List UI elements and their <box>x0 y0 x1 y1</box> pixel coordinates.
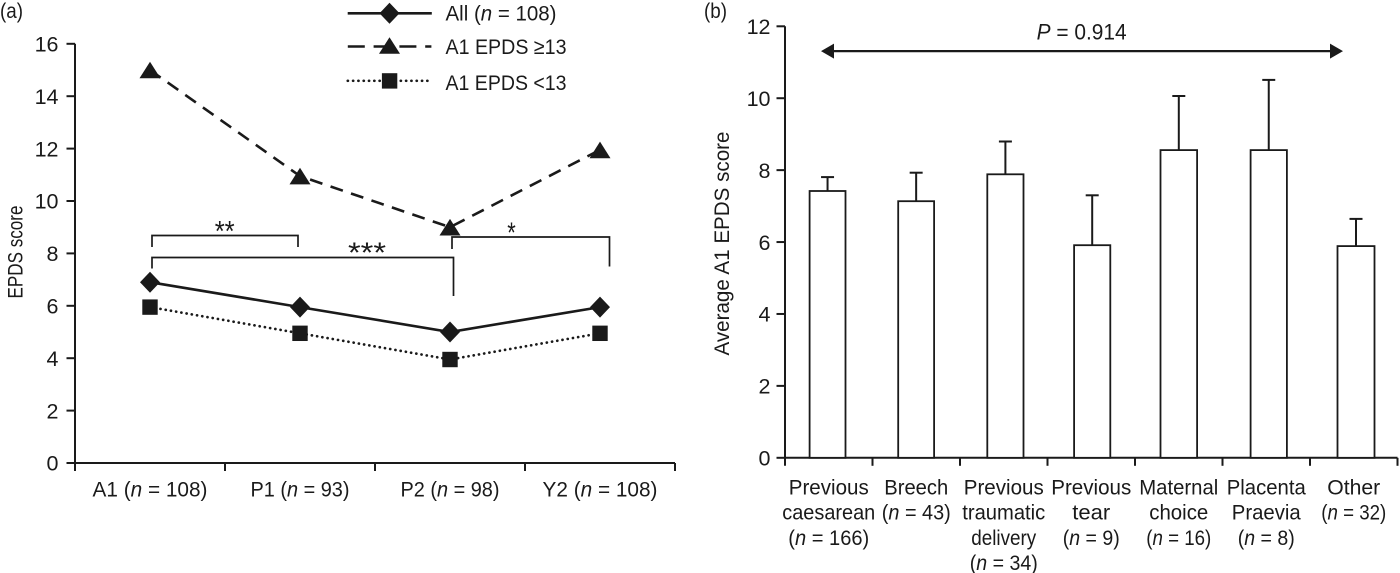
svg-text:All (n = 108): All (n = 108) <box>446 2 557 26</box>
svg-text:*: * <box>507 217 516 249</box>
svg-text:A1 (n = 108): A1 (n = 108) <box>93 477 208 501</box>
svg-text:16: 16 <box>35 33 59 57</box>
svg-text:caesarean: caesarean <box>782 501 875 525</box>
svg-text:Average A1 EPDS score: Average A1 EPDS score <box>710 132 734 356</box>
svg-text:delivery: delivery <box>971 526 1036 550</box>
svg-text:(a): (a) <box>0 0 23 23</box>
svg-text:4: 4 <box>759 303 771 327</box>
svg-text:10: 10 <box>747 87 771 111</box>
svg-text:0: 0 <box>47 452 59 476</box>
svg-text:(n = 9): (n = 9) <box>1063 526 1120 550</box>
svg-text:8: 8 <box>47 242 59 266</box>
svg-text:Previous: Previous <box>1051 476 1131 500</box>
svg-text:8: 8 <box>759 159 771 183</box>
svg-text:(n = 32): (n = 32) <box>1321 501 1386 525</box>
svg-text:Previous: Previous <box>964 476 1044 500</box>
svg-text:2: 2 <box>759 375 771 399</box>
svg-text:Previous: Previous <box>789 476 869 500</box>
svg-text:P1 (n = 93): P1 (n = 93) <box>251 477 350 501</box>
svg-text:Praevia: Praevia <box>1232 501 1301 525</box>
svg-text:tear: tear <box>1072 501 1110 525</box>
svg-text:4: 4 <box>47 347 59 371</box>
svg-text:traumatic: traumatic <box>962 501 1045 525</box>
svg-text:P2 (n = 98): P2 (n = 98) <box>401 477 500 501</box>
svg-text:14: 14 <box>35 85 59 109</box>
svg-text:Placenta: Placenta <box>1227 476 1306 500</box>
svg-text:(n = 16): (n = 16) <box>1146 526 1211 550</box>
svg-text:A1 EPDS ≥13: A1 EPDS ≥13 <box>446 35 567 59</box>
svg-text:Y2 (n = 108): Y2 (n = 108) <box>543 477 658 501</box>
svg-text:(n = 34): (n = 34) <box>970 551 1038 573</box>
svg-text:(n = 8): (n = 8) <box>1238 526 1295 550</box>
svg-text:(n = 43): (n = 43) <box>882 501 951 525</box>
svg-text:2: 2 <box>47 399 59 423</box>
svg-text:12: 12 <box>35 137 59 161</box>
svg-text:***: *** <box>348 238 386 270</box>
svg-text:Breech: Breech <box>884 476 948 500</box>
svg-text:0: 0 <box>759 447 771 471</box>
svg-text:12: 12 <box>747 15 771 39</box>
svg-text:P = 0.914: P = 0.914 <box>1037 20 1127 45</box>
svg-text:**: ** <box>215 216 235 248</box>
svg-text:(n = 166): (n = 166) <box>788 526 869 550</box>
svg-text:6: 6 <box>47 295 59 319</box>
svg-text:10: 10 <box>35 190 59 214</box>
svg-text:choice: choice <box>1149 501 1208 525</box>
svg-text:Maternal: Maternal <box>1139 476 1218 500</box>
svg-text:A1 EPDS <13: A1 EPDS <13 <box>446 71 567 95</box>
svg-text:Other: Other <box>1327 476 1380 500</box>
svg-text:(b): (b) <box>704 0 727 23</box>
svg-text:6: 6 <box>759 231 771 255</box>
svg-text:EPDS score: EPDS score <box>4 206 28 299</box>
